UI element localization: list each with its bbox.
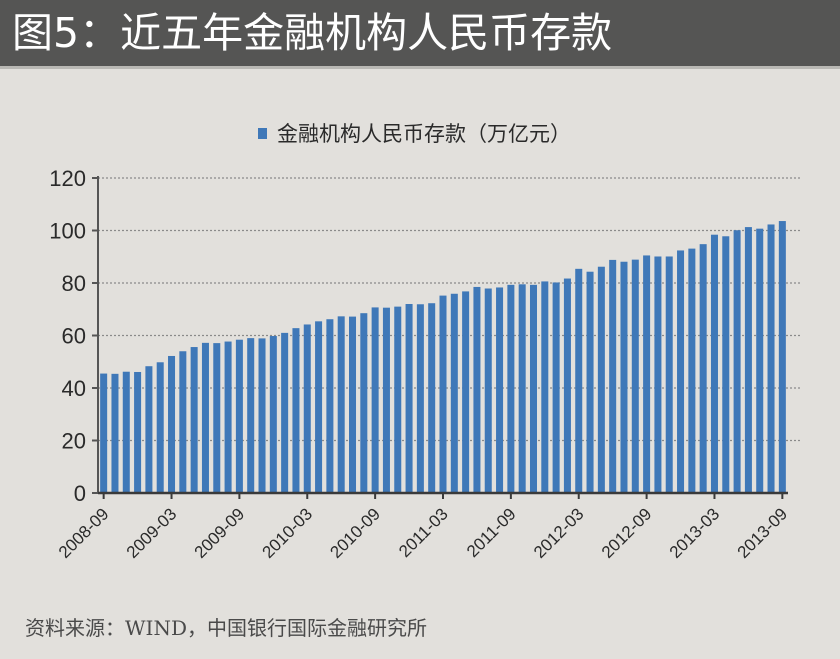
x-tick-label: 2011-09 xyxy=(463,504,520,561)
x-tick-label: 2012-03 xyxy=(530,504,588,562)
bar xyxy=(699,244,707,493)
bar xyxy=(654,256,662,493)
bar xyxy=(643,255,651,493)
bar xyxy=(349,316,357,493)
source-note: 资料来源：WIND，中国银行国际金融研究所 xyxy=(25,616,427,640)
figure-title: 图5：近五年金融机构人民币存款 xyxy=(12,9,613,57)
bar xyxy=(394,306,402,493)
bar xyxy=(258,338,266,493)
bar xyxy=(326,319,334,493)
bar xyxy=(473,286,481,493)
bar xyxy=(733,230,741,494)
bar xyxy=(631,259,639,493)
x-tick-label: 2010-09 xyxy=(326,504,384,562)
bar xyxy=(168,355,176,493)
bar xyxy=(247,338,255,493)
bar xyxy=(269,336,277,493)
chart-legend: 金融机构人民币存款（万亿元） xyxy=(258,118,571,148)
x-tick-label: 2013-09 xyxy=(734,504,792,562)
bar xyxy=(484,288,492,493)
bar xyxy=(552,282,560,493)
bar xyxy=(778,221,786,494)
bar xyxy=(111,373,119,493)
y-tick-label: 120 xyxy=(49,166,86,191)
bar xyxy=(134,371,142,493)
x-tick-label: 2010-03 xyxy=(259,504,317,562)
bar xyxy=(122,371,130,493)
bar xyxy=(100,373,108,493)
bar xyxy=(190,347,198,493)
bar xyxy=(213,343,221,493)
bar xyxy=(541,281,549,493)
bar xyxy=(405,304,413,493)
bar xyxy=(710,234,718,493)
bar xyxy=(507,284,515,493)
legend-swatch xyxy=(258,127,267,139)
bar xyxy=(179,351,187,493)
bar xyxy=(665,256,673,493)
bar xyxy=(201,342,209,493)
bar xyxy=(518,284,526,493)
bar xyxy=(462,291,470,493)
bar xyxy=(360,313,368,493)
bar xyxy=(235,339,243,493)
bar xyxy=(416,304,424,493)
bar xyxy=(620,261,628,493)
y-tick-label: 20 xyxy=(62,429,86,454)
bar xyxy=(744,227,752,493)
bar xyxy=(688,248,696,493)
bar xyxy=(767,224,775,493)
bar xyxy=(337,316,345,493)
bar xyxy=(303,324,311,493)
x-tick-label: 2012-09 xyxy=(598,504,656,562)
bar xyxy=(677,250,685,493)
bar xyxy=(224,341,232,493)
bar xyxy=(281,332,289,493)
x-tick-label: 2011-03 xyxy=(395,504,452,561)
bar xyxy=(609,259,617,493)
bar xyxy=(292,328,300,493)
figure-header: 图5：近五年金融机构人民币存款 xyxy=(0,0,840,69)
y-tick-label: 60 xyxy=(62,324,86,349)
bar xyxy=(371,307,379,493)
x-tick-label: 2009-03 xyxy=(123,504,181,562)
bar xyxy=(315,321,323,493)
bar xyxy=(722,236,730,493)
bar xyxy=(586,271,594,493)
x-tick-label: 2009-09 xyxy=(191,504,249,562)
bar xyxy=(450,293,458,493)
bar xyxy=(439,295,447,493)
bar xyxy=(156,362,164,493)
bar xyxy=(145,366,153,493)
x-tick-label: 2013-03 xyxy=(666,504,724,562)
legend-label: 金融机构人民币存款（万亿元） xyxy=(277,122,571,146)
bar xyxy=(563,278,571,493)
bar xyxy=(575,268,583,493)
bar xyxy=(756,228,764,493)
bar xyxy=(382,307,390,493)
y-tick-label: 40 xyxy=(62,376,86,401)
bar xyxy=(496,287,504,493)
bar xyxy=(428,303,436,493)
bar xyxy=(529,284,537,493)
bar xyxy=(597,266,605,493)
y-tick-label: 100 xyxy=(49,219,86,244)
y-tick-label: 80 xyxy=(62,271,86,296)
y-tick-label: 0 xyxy=(74,481,86,506)
x-tick-label: 2008-09 xyxy=(55,504,113,562)
